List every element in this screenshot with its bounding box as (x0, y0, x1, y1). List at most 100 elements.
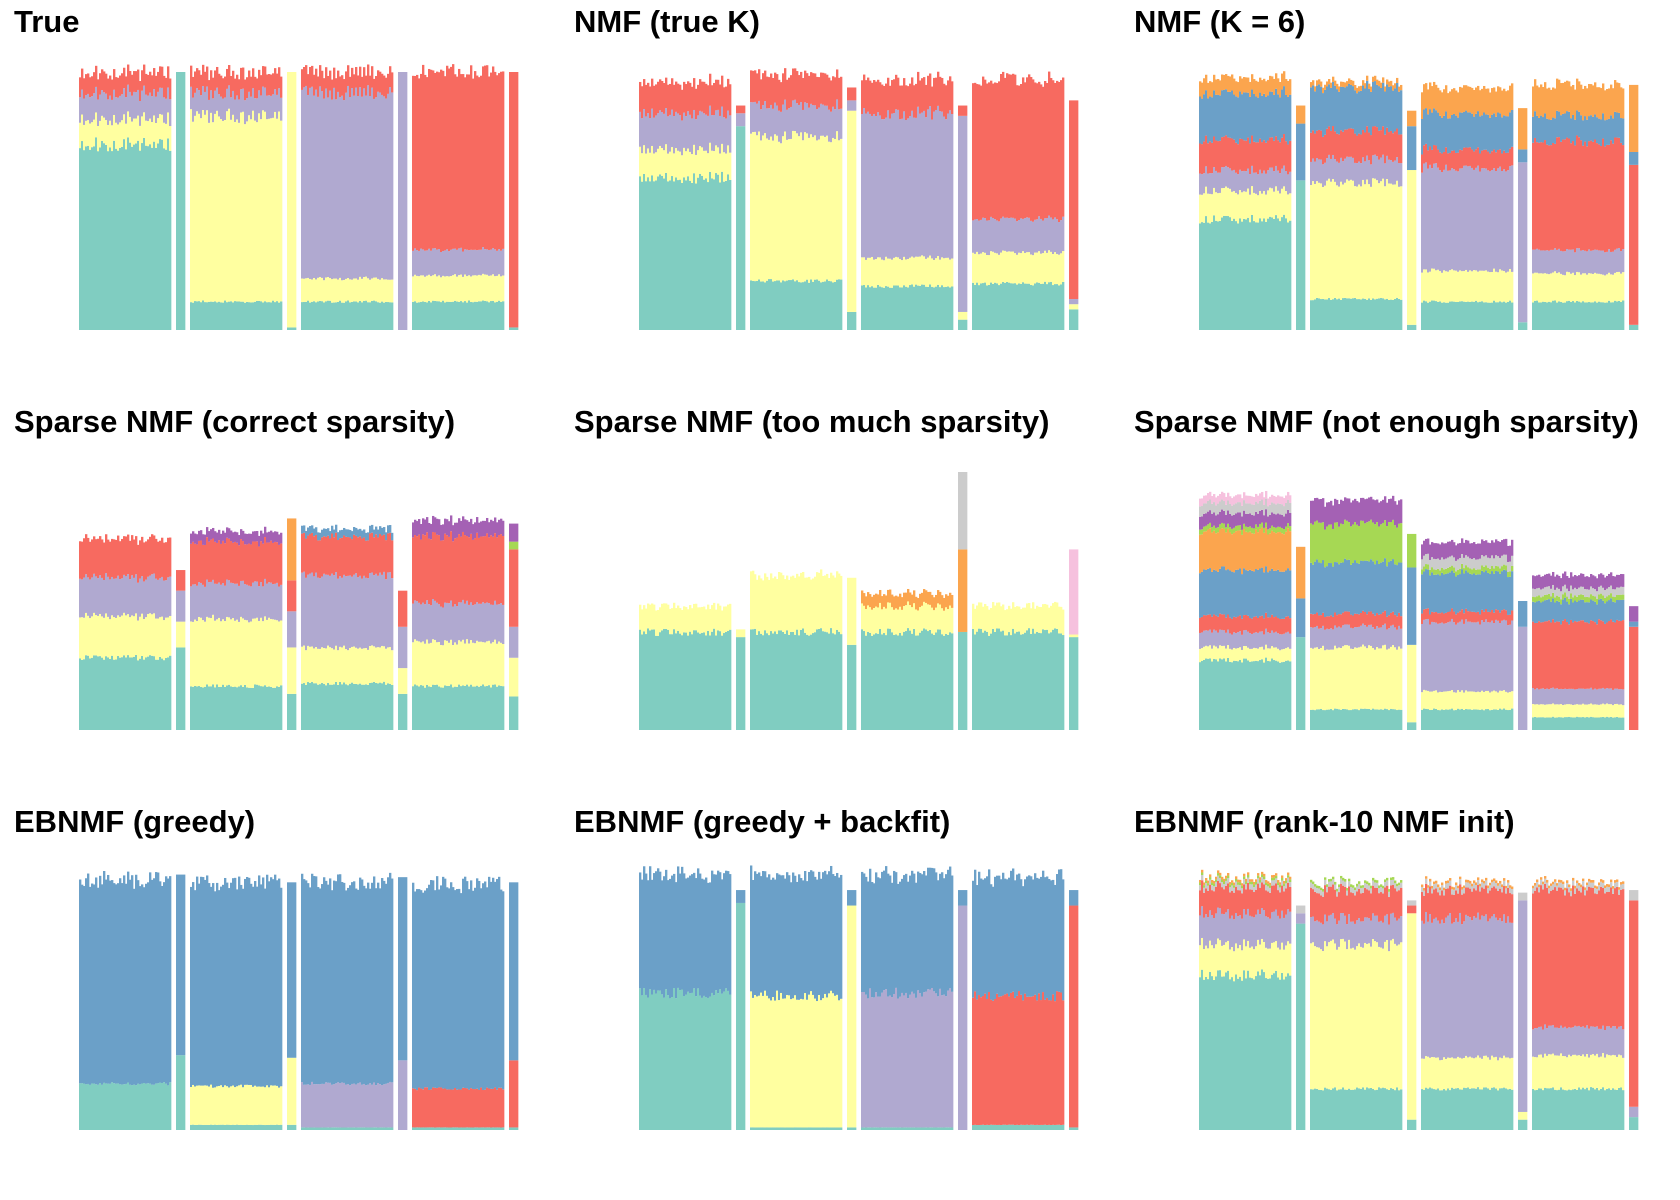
stack-segment-yellow (1445, 271, 1448, 303)
stack-segment-yellow (216, 110, 219, 303)
stack-segment-yellow (1380, 181, 1383, 299)
stack-segment-yellow (105, 613, 108, 657)
stack-segment-lavender (448, 251, 451, 277)
stack-segment-yellow (879, 257, 882, 287)
stack-segment-blue (1501, 117, 1504, 154)
stack-segment-orange (1457, 92, 1460, 118)
stack-segment-teal (1497, 302, 1500, 330)
stack-segment-teal (988, 635, 991, 730)
stack-segment-teal (242, 301, 245, 330)
stack-segment-lavender (1245, 629, 1248, 647)
stack-segment-teal (1012, 628, 1015, 730)
stack-segment-teal (272, 300, 275, 330)
stack-segment-blue (1328, 562, 1331, 617)
panel-title: NMF (K = 6) (1134, 4, 1306, 39)
stack-segment-lavender (111, 576, 114, 616)
stack-segment-yellow (832, 575, 835, 634)
stack-segment-blue (1548, 119, 1551, 146)
stack-segment-yellow (729, 152, 732, 180)
stack-segment-gray (1211, 503, 1214, 514)
stack-segment-lavender (796, 103, 799, 134)
stack-segment-teal (224, 686, 227, 730)
stack-segment-yellow (351, 279, 354, 302)
stack-segment-yellow (921, 255, 924, 285)
stack-segment-teal (1372, 708, 1375, 730)
stack-segment-red (1257, 618, 1260, 633)
stack-segment-orange (1253, 79, 1256, 95)
stack-segment-lavender (236, 95, 239, 120)
stack-segment-lavender (422, 602, 425, 642)
stack-segment-red (220, 543, 223, 585)
stack-segment-blue (1223, 89, 1226, 137)
stack-segment-red (323, 536, 326, 574)
stack-segment-yellow (1437, 269, 1440, 302)
stack-segment-orange (1592, 85, 1595, 117)
stack-segment-yellow (986, 255, 989, 286)
stack-segment-blue (1370, 91, 1373, 136)
stack-segment-red (224, 543, 227, 586)
stack-segment-lavender (800, 102, 803, 133)
stack-segment-lavender (1356, 627, 1359, 648)
stack-segment-lavender (438, 604, 441, 642)
stack-segment-teal (891, 632, 894, 730)
stack-segment-pink (1237, 494, 1240, 503)
stack-segment-lavender (468, 250, 471, 276)
stack-segment-teal (1269, 216, 1272, 330)
stack-segment-lavender (1584, 250, 1587, 274)
structure-plot (1199, 490, 1639, 730)
stack-segment-teal (99, 656, 102, 730)
stack-segment-yellow (101, 115, 104, 141)
stack-segment-purple (248, 533, 251, 544)
stack-segment-blue (1358, 563, 1361, 615)
stack-segment-lavender (127, 84, 130, 112)
stack-segment-lavender (147, 95, 150, 122)
stack-segment-lavender (151, 96, 154, 122)
stack-segment-lavender (398, 626, 408, 669)
stack-segment-yellow (1562, 274, 1565, 303)
stack-segment-yellow (139, 125, 142, 151)
stack-segment-red (1267, 617, 1270, 633)
stack-segment-red (103, 542, 106, 580)
stack-segment-teal (984, 630, 987, 730)
stack-segment-yellow (836, 571, 839, 630)
stack-segment-lavender (341, 577, 344, 648)
stack-segment-red (169, 537, 172, 577)
stack-segment-yellow (87, 120, 90, 146)
stack-segment-red (984, 79, 987, 219)
stack-segment-yellow (911, 256, 914, 285)
stack-segment-teal (1469, 302, 1472, 330)
stack-segment-teal (383, 302, 386, 330)
stack-segment-teal (1042, 629, 1045, 730)
stack-segment-red (321, 537, 324, 577)
stack-segment-lavender (1596, 249, 1599, 274)
stack-segment-yellow (426, 275, 429, 303)
stack-segment-purple (242, 530, 245, 542)
stack-segment-green (1358, 526, 1361, 564)
stack-segment-yellow (412, 276, 415, 303)
stack-segment-red (373, 78, 376, 99)
stack-segment-teal (1352, 298, 1355, 330)
stack-segment-teal (1493, 300, 1496, 330)
stack-segment-yellow (1435, 270, 1438, 302)
stack-segment-blue (1209, 568, 1212, 615)
stack-segment-pink (1259, 493, 1262, 501)
stack-segment-lavender (1342, 161, 1345, 185)
stack-segment-teal (1461, 301, 1464, 330)
stack-segment-teal (721, 171, 724, 330)
stack-segment-red (490, 535, 493, 605)
stack-segment-red (228, 538, 231, 581)
stack-segment-yellow (333, 649, 336, 685)
panel-title: NMF (true K) (574, 4, 760, 39)
stack-segment-blue (1338, 91, 1341, 135)
stack-segment-red (1483, 149, 1486, 169)
stack-segment-blue (1287, 568, 1290, 617)
stack-segment-yellow (414, 274, 417, 302)
stack-segment-red (153, 68, 156, 90)
stack-segment-teal (1451, 301, 1454, 330)
stack-segment-yellow (865, 259, 868, 288)
stack-segment-red (307, 535, 310, 575)
stack-segment-yellow (927, 257, 930, 287)
stack-segment-lavender (1287, 631, 1290, 648)
stack-segment-red (91, 539, 94, 578)
stack-segment-yellow (1247, 188, 1250, 218)
